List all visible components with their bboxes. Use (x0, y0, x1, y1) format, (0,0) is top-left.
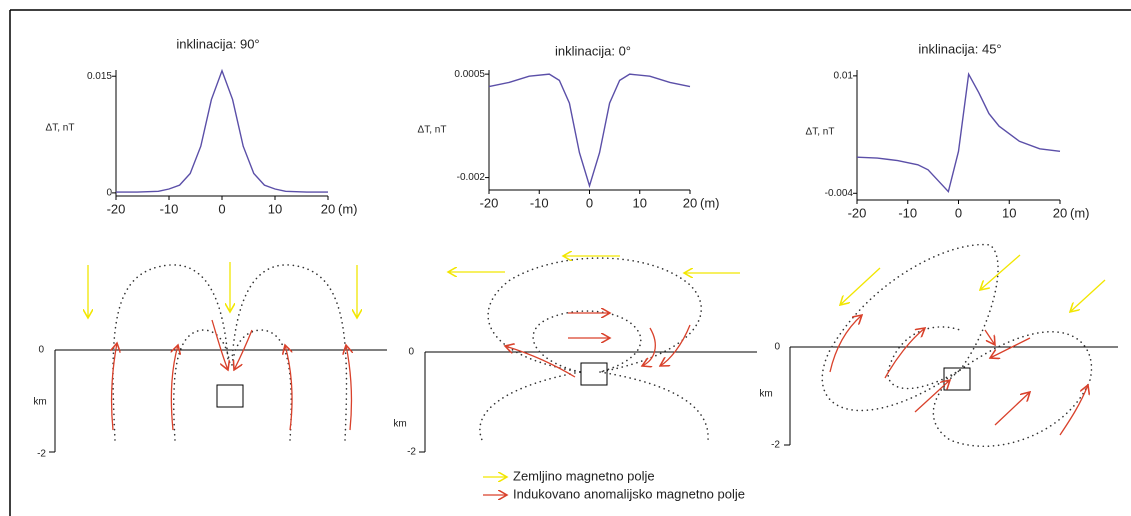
data-line (856, 71, 1061, 194)
depth-label: -2 (37, 449, 46, 460)
section-diagram: 0 km -2 (33, 262, 387, 460)
y-tick-label: -0.002 (457, 172, 486, 183)
x-tick-label: 20 (1053, 205, 1067, 220)
x-tick-label: 10 (268, 201, 282, 216)
x-tick-label: -20 (848, 205, 867, 220)
section-diagram: 0 km -2 (393, 256, 757, 458)
x-axis-label: (m) (700, 195, 720, 210)
depth-label: km (393, 419, 406, 430)
legend-label: Zemljino magnetno polje (513, 468, 655, 483)
depth-label: -2 (771, 440, 780, 451)
section-diagram: 0 km -2 (759, 243, 1118, 451)
depth-label: 0 (774, 342, 780, 353)
y-tick-label: -0.004 (825, 188, 854, 199)
chart-title: inklinacija: 90° (176, 36, 259, 51)
x-tick-label: 0 (586, 195, 593, 210)
x-tick-label: -10 (898, 205, 917, 220)
depth-label: 0 (408, 347, 414, 358)
y-axis-label: ΔT, nT (418, 125, 447, 136)
x-tick-label: 20 (683, 195, 697, 210)
depth-label: km (33, 397, 46, 408)
x-tick-label: 10 (633, 195, 647, 210)
x-axis-label: (m) (1070, 205, 1090, 220)
x-tick-label: -10 (160, 201, 179, 216)
x-tick-label: 0 (218, 201, 225, 216)
x-tick-label: 20 (321, 201, 335, 216)
x-tick-label: -20 (107, 201, 126, 216)
chart-title: inklinacija: 45° (918, 41, 1001, 56)
y-axis-label: ΔT, nT (46, 123, 75, 134)
data-line (488, 73, 691, 189)
chart-title: inklinacija: 0° (555, 43, 631, 58)
y-tick-label: 0.01 (834, 71, 854, 82)
x-tick-label: -20 (480, 195, 499, 210)
x-tick-label: 10 (1002, 205, 1016, 220)
y-tick-label: 0 (106, 188, 112, 199)
data-line (116, 68, 328, 193)
depth-label: -2 (407, 447, 416, 458)
x-axis-label: (m) (338, 201, 358, 216)
legend-label: Indukovano anomalijsko magnetno polje (513, 486, 745, 501)
depth-label: km (759, 389, 772, 400)
y-axis-label: ΔT, nT (806, 127, 835, 138)
y-tick-label: 0.015 (87, 71, 112, 82)
depth-label: 0 (38, 345, 44, 356)
y-tick-label: 0.0005 (454, 69, 485, 80)
x-tick-label: 0 (955, 205, 962, 220)
x-tick-label: -10 (530, 195, 549, 210)
